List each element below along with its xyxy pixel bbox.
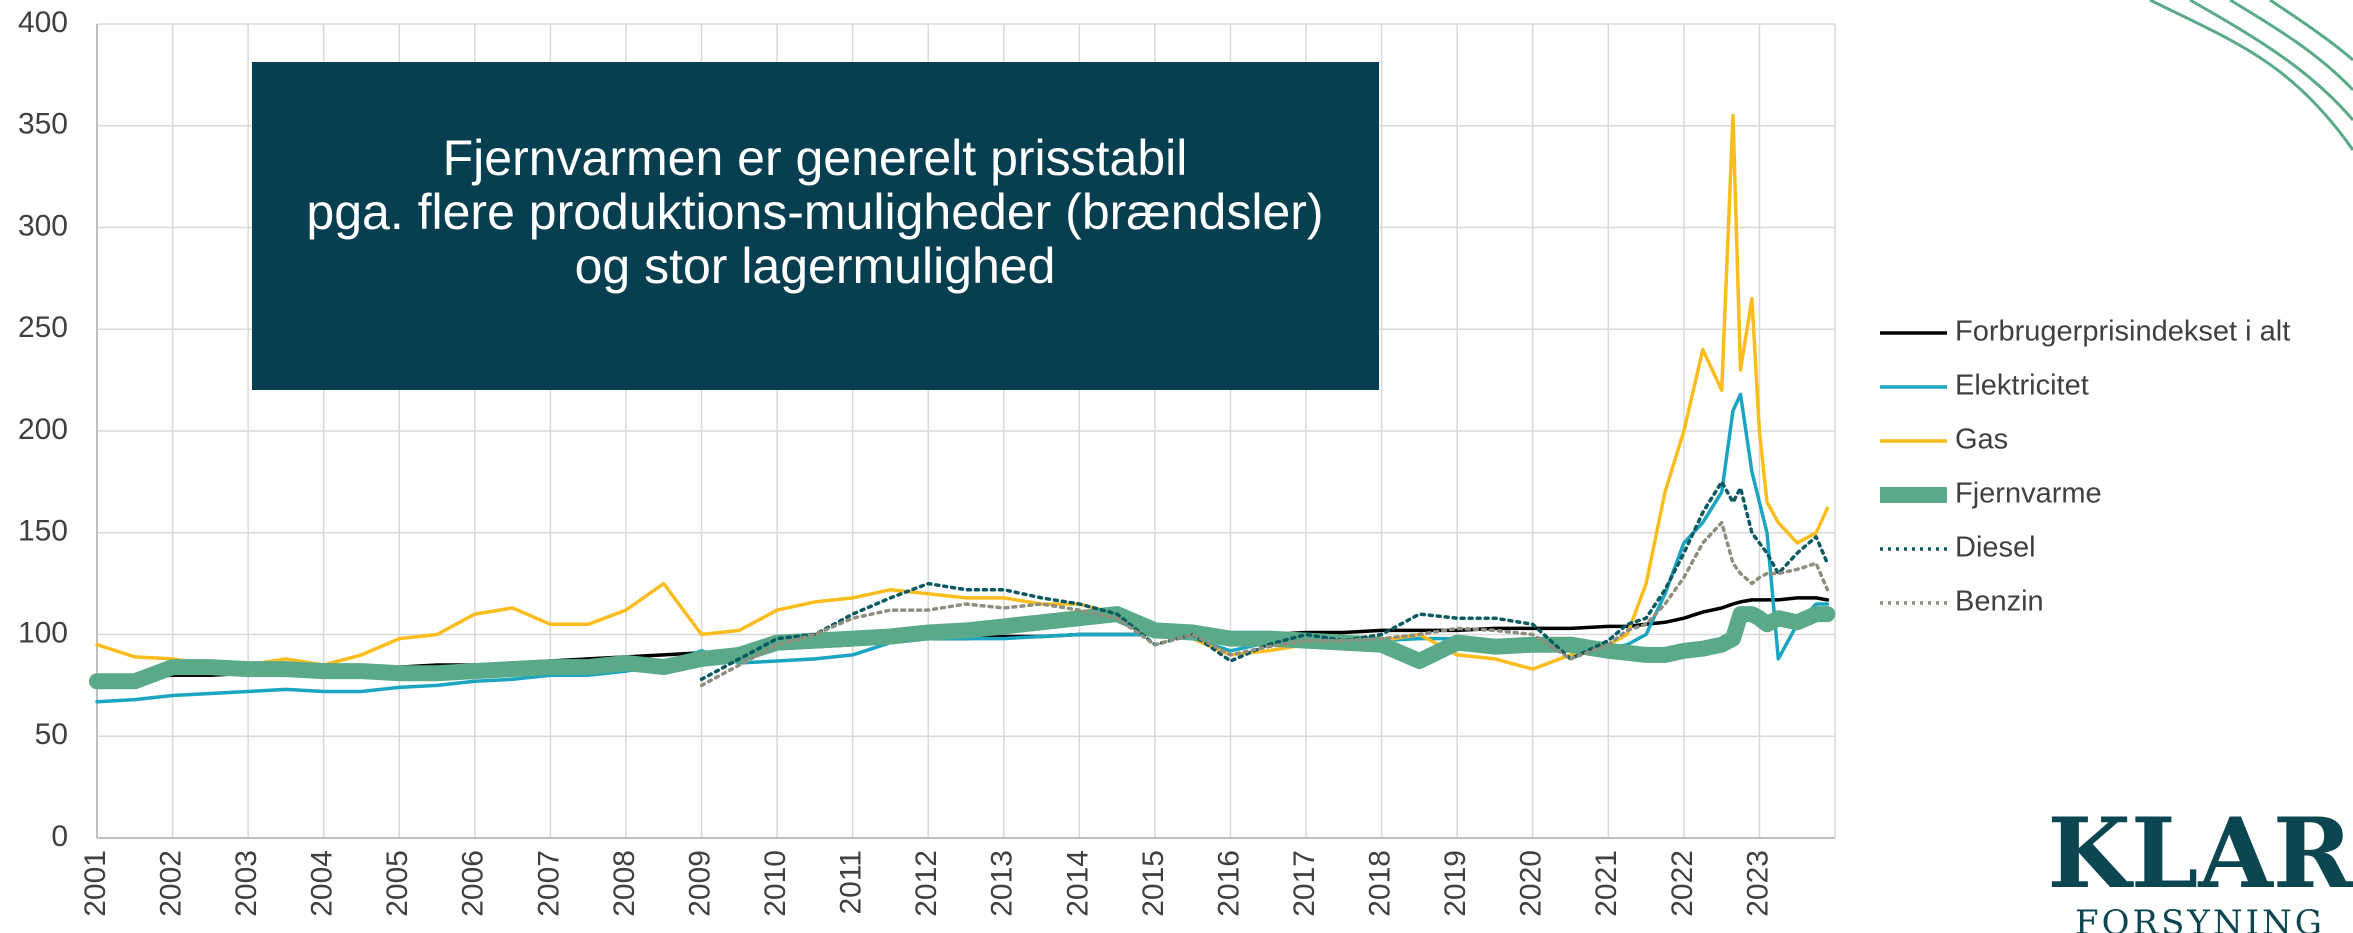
x-tick-label: 2003 xyxy=(230,850,263,917)
legend-label: Gas xyxy=(1955,424,2008,456)
x-tick-label: 2004 xyxy=(306,850,339,917)
x-tick-label: 2012 xyxy=(910,850,943,917)
series-line xyxy=(699,520,1830,688)
y-tick-label: 100 xyxy=(18,616,68,649)
x-tick-label: 2021 xyxy=(1590,850,1623,917)
annotation-text: pga. flere produktions-muligheder (brænd… xyxy=(306,184,1323,240)
decor xyxy=(2189,0,2353,121)
x-tick-label: 2023 xyxy=(1741,850,1774,917)
x-tick-label: 2022 xyxy=(1666,850,1699,917)
legend-label: Benzin xyxy=(1955,586,2044,618)
series-line xyxy=(699,480,1830,682)
legend-label: Diesel xyxy=(1955,532,2036,564)
x-tick-label: 2010 xyxy=(759,850,792,917)
x-tick-label: 2018 xyxy=(1364,850,1397,917)
x-tick-label: 2016 xyxy=(1212,850,1245,917)
y-tick-label: 200 xyxy=(18,413,68,446)
annotation-text: og stor lagermulighed xyxy=(575,238,1056,294)
x-tick-label: 2011 xyxy=(835,850,868,915)
logo-name: KLAR xyxy=(2047,797,2353,910)
legend-label: Elektricitet xyxy=(1955,370,2089,402)
x-tick-label: 2019 xyxy=(1439,850,1472,917)
annotation-text: Fjernvarmen er generelt prisstabil xyxy=(443,130,1188,186)
decor xyxy=(2229,0,2353,92)
legend-label: Forbrugerprisindekset i alt xyxy=(1955,316,2290,348)
y-tick-label: 50 xyxy=(35,718,68,751)
x-tick-label: 2013 xyxy=(986,850,1019,917)
x-tick-label: 2017 xyxy=(1288,850,1321,917)
x-tick-label: 2009 xyxy=(683,850,716,917)
series-line xyxy=(89,606,1836,690)
legend-label: Fjernvarme xyxy=(1955,478,2102,510)
x-tick-label: 2015 xyxy=(1137,850,1170,917)
y-tick-label: 350 xyxy=(18,108,68,141)
series-line xyxy=(95,392,1830,704)
annotation-box xyxy=(252,62,1379,390)
y-tick-label: 250 xyxy=(18,311,68,344)
x-tick-label: 2007 xyxy=(532,850,565,917)
x-tick-label: 2008 xyxy=(608,850,641,917)
x-tick-label: 2020 xyxy=(1515,850,1548,917)
y-tick-label: 0 xyxy=(51,820,68,853)
decor xyxy=(2149,0,2353,151)
y-tick-label: 150 xyxy=(18,515,68,548)
y-tick-label: 400 xyxy=(18,6,68,39)
x-tick-label: 2001 xyxy=(79,850,112,917)
x-tick-label: 2014 xyxy=(1061,850,1094,917)
decor xyxy=(2269,0,2353,62)
x-tick-label: 2006 xyxy=(457,850,490,917)
x-tick-label: 2002 xyxy=(154,850,187,917)
x-tick-label: 2005 xyxy=(381,850,414,917)
logo-sub: FORSYNING xyxy=(2075,903,2325,933)
y-tick-label: 300 xyxy=(18,209,68,242)
